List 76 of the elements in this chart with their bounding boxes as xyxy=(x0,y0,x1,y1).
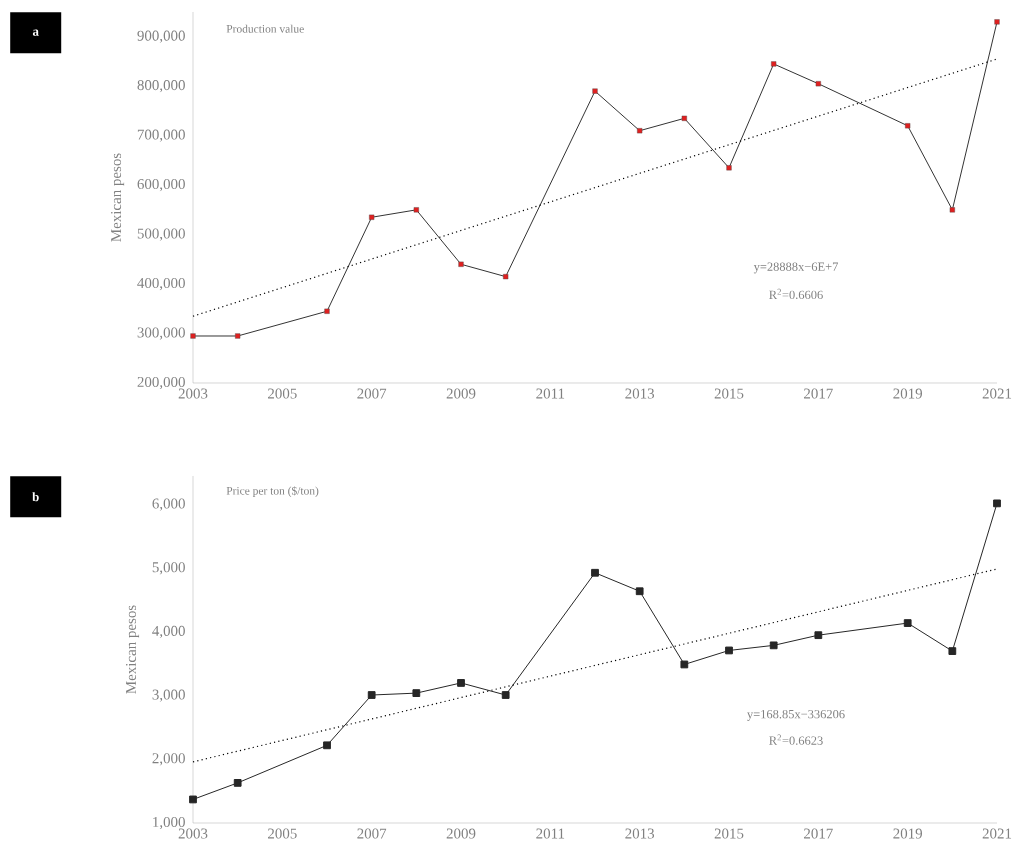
point xyxy=(501,691,510,699)
y-tick-label: 500,000 xyxy=(137,228,185,241)
y-tick-label: 600,000 xyxy=(137,179,185,192)
y-tick-label: 1,000 xyxy=(153,816,185,830)
point xyxy=(680,660,689,669)
x-tick-label: 2007 xyxy=(357,388,387,399)
text: Price per ton ($/ton) xyxy=(226,486,319,497)
x-tick-label: 2017 xyxy=(804,388,833,399)
y-tick-label: 700,000 xyxy=(137,129,185,142)
point xyxy=(993,499,1001,508)
x-tick-label: 2017 xyxy=(804,828,833,839)
point xyxy=(949,207,955,213)
point xyxy=(189,795,197,804)
y-tick-label: 3,000 xyxy=(152,689,185,702)
y-tick-label: 4,000 xyxy=(152,625,185,639)
point xyxy=(637,128,643,134)
point xyxy=(369,214,375,220)
point xyxy=(815,81,821,87)
annotation: R$^{2}$=0.6623 xyxy=(769,734,823,745)
point xyxy=(413,207,419,213)
x-tick-label: 2013 xyxy=(625,388,655,399)
y-axis-title: Mexican pesos xyxy=(125,605,140,694)
x-tick-label: 2003 xyxy=(178,828,208,839)
x-tick-label: 2015 xyxy=(714,388,744,399)
text: Production value xyxy=(226,24,304,33)
x-tick-label: 2009 xyxy=(446,388,476,399)
point xyxy=(367,691,376,699)
point xyxy=(324,308,330,314)
y-tick-label: 400,000 xyxy=(137,277,185,291)
point xyxy=(635,587,644,596)
point xyxy=(323,741,331,750)
y-tick-label: 300,000 xyxy=(137,327,185,340)
y-tick-label: 800,000 xyxy=(137,80,185,93)
x-tick-label: 2009 xyxy=(446,828,476,839)
x-tick-label: 2003 xyxy=(178,388,208,399)
point xyxy=(592,88,598,94)
text: a xyxy=(32,29,39,36)
x-tick-label: 2005 xyxy=(268,388,297,399)
point xyxy=(726,165,732,171)
point xyxy=(771,61,777,67)
text: b xyxy=(32,492,39,502)
x-tick-label: 2011 xyxy=(536,388,565,399)
point xyxy=(905,123,911,129)
point xyxy=(591,568,599,577)
x-tick-label: 2011 xyxy=(536,828,565,839)
y-tick-label: 200,000 xyxy=(137,376,185,390)
x-tick-label: 2019 xyxy=(893,828,923,839)
x-tick-label: 2021 xyxy=(982,388,1012,399)
y-tick-label: 6,000 xyxy=(152,498,185,511)
annotation: y=168.85x−336206 xyxy=(747,709,845,721)
point xyxy=(458,261,464,267)
x-tick-label: 2021 xyxy=(982,828,1012,839)
x-tick-label: 2013 xyxy=(625,828,655,839)
point xyxy=(412,689,421,697)
y-tick-label: 5,000 xyxy=(152,562,185,575)
point xyxy=(948,647,957,655)
point xyxy=(769,641,778,650)
point xyxy=(190,333,196,339)
annotation: y=28888x−6E+7 xyxy=(753,262,839,274)
y-tick-label: 2,000 xyxy=(152,753,185,766)
x-tick-label: 2019 xyxy=(893,388,923,399)
point xyxy=(994,19,1000,25)
point xyxy=(903,619,912,627)
point xyxy=(457,679,465,687)
y-axis-title: Mexican pesos xyxy=(111,153,125,242)
annotation: R$^{2}$=0.6606 xyxy=(769,288,823,300)
point xyxy=(503,274,509,280)
point xyxy=(681,115,687,121)
point xyxy=(725,646,733,655)
point xyxy=(235,333,241,339)
x-tick-label: 2015 xyxy=(714,828,744,839)
point xyxy=(233,779,242,787)
x-tick-label: 2007 xyxy=(357,828,387,839)
y-tick-label: 900,000 xyxy=(137,30,185,43)
x-tick-label: 2005 xyxy=(268,828,297,839)
point xyxy=(814,631,823,640)
